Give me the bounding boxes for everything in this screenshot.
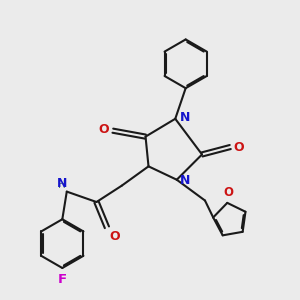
Text: N: N: [180, 174, 191, 187]
Text: O: O: [99, 123, 109, 136]
Text: O: O: [110, 230, 121, 243]
Text: O: O: [224, 186, 234, 199]
Text: O: O: [234, 140, 244, 154]
Text: N: N: [56, 177, 67, 190]
Text: N: N: [180, 111, 190, 124]
Text: H: H: [58, 180, 65, 190]
Text: F: F: [58, 273, 67, 286]
